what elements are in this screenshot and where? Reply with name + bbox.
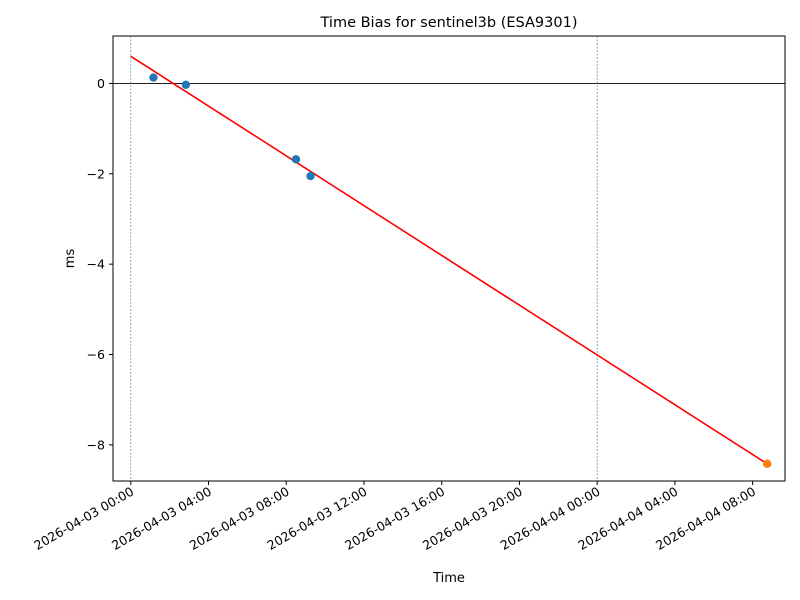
y-axis-label: ms: [63, 249, 78, 269]
data-point-s0-1: [181, 80, 191, 89]
y-axis-ticks: 0 −2 −4 −6 −8: [87, 76, 113, 452]
chart-title: Time Bias for sentinel3b (ESA9301): [320, 15, 578, 31]
reference-lines: [113, 36, 785, 481]
data-point-s0-2: [291, 155, 301, 164]
data-point-s1-0: [762, 459, 772, 469]
series-layer: [130, 55, 772, 469]
fit-line-segment: [130, 55, 768, 465]
x-axis-label: Time: [432, 571, 465, 586]
data-point-s0-3: [306, 171, 315, 181]
y-tick-label: 0: [97, 76, 105, 91]
plot-frame: [112, 35, 786, 482]
y-tick-label: −2: [87, 166, 105, 181]
y-tick-label: −8: [87, 437, 105, 452]
data-point-s0-0: [149, 73, 158, 82]
y-tick-label: −4: [87, 257, 105, 272]
y-tick-label: −6: [87, 347, 105, 362]
